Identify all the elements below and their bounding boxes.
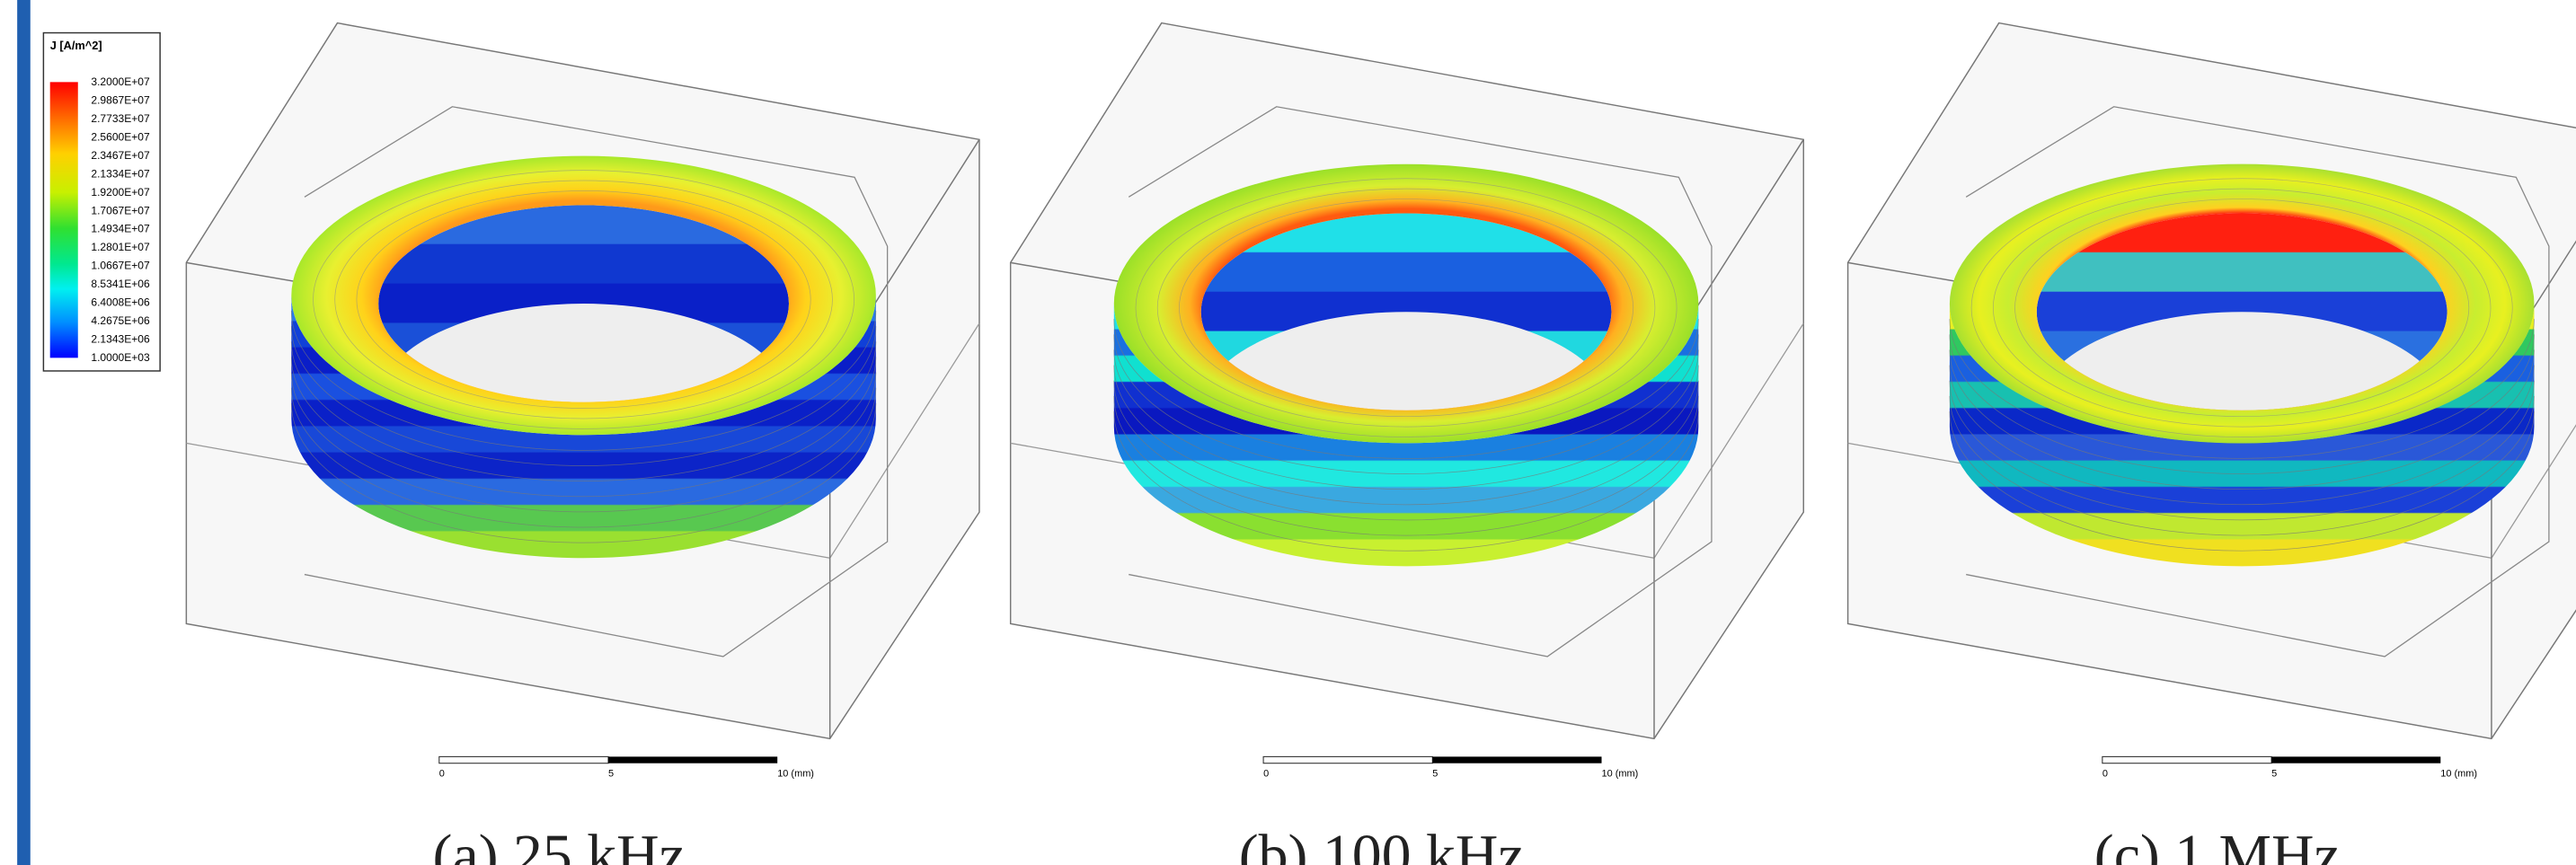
legend-label: 1.0667E+07 xyxy=(91,260,150,272)
legend-label: 8.5341E+06 xyxy=(91,278,150,290)
legend-label: 6.4008E+06 xyxy=(91,296,150,309)
legend-label: 1.9200E+07 xyxy=(91,186,150,199)
legend-label: 4.2675E+06 xyxy=(91,314,150,327)
scale-tick-label: 0 xyxy=(1263,768,1269,779)
scale-tick-label: 10 (mm) xyxy=(2440,768,2477,779)
color-bar xyxy=(50,82,78,357)
scale-tick-label: 5 xyxy=(608,768,614,779)
scale-tick-label: 0 xyxy=(2102,768,2108,779)
scale-bar-dark xyxy=(2271,756,2440,763)
legend-label: 2.5600E+07 xyxy=(91,130,150,143)
scale-tick-label: 0 xyxy=(439,768,445,779)
scale-tick-label: 10 (mm) xyxy=(777,768,814,779)
legend-label: 2.9867E+07 xyxy=(91,93,150,106)
figure: J [A/m^2] 0 5 10 (mm) (a) 25 kHz 0 5 10 (mm) (b… xyxy=(0,0,2576,865)
panel: 0 5 10 (mm) (c) 1 MHz xyxy=(1848,23,2576,865)
legend-label: 2.7733E+07 xyxy=(91,112,150,125)
legend-title: J [A/m^2] xyxy=(50,39,102,52)
legend-label: 1.2801E+07 xyxy=(91,241,150,253)
page: {"legend": {"title": "J [A/m^2]", "label… xyxy=(0,0,2576,865)
scale-bar-dark xyxy=(1432,756,1601,763)
scale-bar-light xyxy=(439,756,608,763)
legend-label: 1.0000E+03 xyxy=(91,351,150,364)
panel: 0 5 10 (mm) (b) 100 kHz xyxy=(1011,23,1804,865)
legend-label: 2.3467E+07 xyxy=(91,149,150,162)
caption: (b) 100 kHz xyxy=(1239,823,1525,865)
scale-bar-light xyxy=(2102,756,2271,763)
caption: (c) 1 MHz xyxy=(2094,823,2341,865)
scale-tick-label: 5 xyxy=(1432,768,1438,779)
scale-bar-dark xyxy=(608,756,777,763)
legend-label: 2.1334E+07 xyxy=(91,167,150,180)
scale-tick-label: 5 xyxy=(2271,768,2277,779)
scale-bar-light xyxy=(1263,756,1432,763)
legend-label: 2.1343E+06 xyxy=(91,333,150,346)
side-accent xyxy=(17,0,31,865)
scale-tick-label: 10 (mm) xyxy=(1602,768,1639,779)
legend-label: 3.2000E+07 xyxy=(91,75,150,88)
panel: 0 5 10 (mm) (a) 25 kHz xyxy=(186,23,979,865)
caption: (a) 25 kHz xyxy=(433,823,686,865)
legend-label: 1.7067E+07 xyxy=(91,204,150,216)
legend-label: 1.4934E+07 xyxy=(91,223,150,235)
